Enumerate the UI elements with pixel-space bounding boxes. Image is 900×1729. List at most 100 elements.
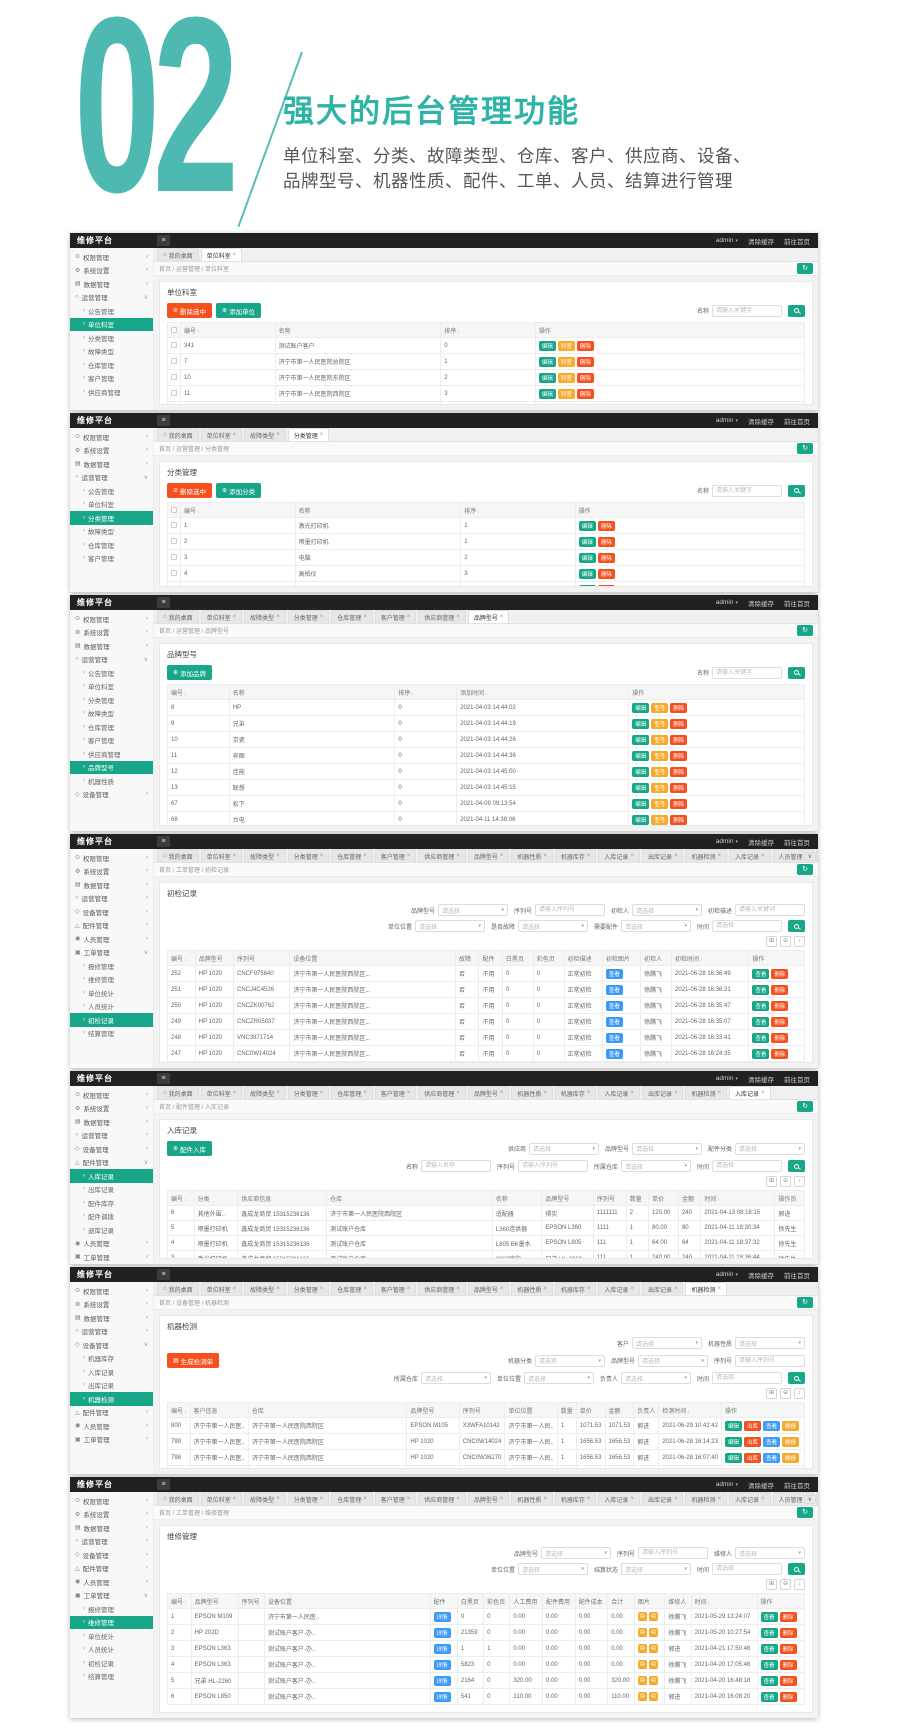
tab-page[interactable]: 仓库管理 × — [331, 610, 373, 623]
delete-button[interactable]: 删除 — [597, 584, 615, 586]
filter-select[interactable]: 请选择 ▾ — [735, 1337, 805, 1349]
sidebar-item[interactable]: ◇ 设备管理 ‹ — [70, 905, 153, 919]
user-menu[interactable]: admin ▾ — [716, 417, 738, 424]
delete-button[interactable]: 删除 — [779, 1691, 797, 1702]
tab-page[interactable]: 故障类型 × — [244, 1086, 286, 1099]
sidebar-item[interactable]: ⊙ 权限管理 ‹ — [70, 250, 153, 264]
hamburger-icon[interactable]: ≡ — [157, 836, 170, 847]
checkbox[interactable] — [171, 538, 177, 545]
tab-page[interactable]: 供应商管理 × — [418, 1492, 466, 1505]
sidebar-item[interactable]: › 报修管理 — [70, 1602, 153, 1616]
repair-button[interactable]: 维修 — [782, 1469, 799, 1470]
close-icon[interactable]: × — [499, 853, 504, 859]
close-icon[interactable]: × — [543, 1090, 547, 1096]
checkbox[interactable] — [171, 522, 177, 529]
sidebar-item[interactable]: ▤ 数据管理 ‹ — [70, 457, 153, 471]
tab-page[interactable]: 客户管理 × — [374, 610, 417, 623]
filter-select[interactable]: 请选择 ▾ — [420, 1372, 491, 1384]
sort-icon[interactable]: ↕ — [687, 1408, 690, 1415]
tab-page[interactable]: 客户管理 × — [374, 1086, 417, 1099]
view-badge[interactable]: 详情 — [433, 1675, 451, 1686]
tab-page[interactable]: 单位科室 × — [200, 1492, 243, 1505]
minus-icon[interactable]: ⊖ — [780, 936, 791, 947]
download-icon[interactable]: ↓ — [794, 1579, 805, 1590]
checkbox[interactable] — [171, 554, 177, 561]
sidebar-item[interactable]: › 单位科室 — [70, 680, 153, 694]
hamburger-icon[interactable]: ≡ — [157, 235, 170, 246]
checkbox[interactable] — [171, 342, 177, 349]
sidebar-item[interactable]: › 公告管理 — [70, 484, 153, 498]
delete-button[interactable]: 删除 — [771, 1048, 789, 1059]
image-button[interactable]: ▤ — [637, 1660, 647, 1669]
close-icon[interactable]: × — [319, 614, 324, 620]
view-badge[interactable]: 详情 — [433, 1659, 451, 1670]
close-icon[interactable]: × — [630, 1286, 634, 1292]
edit-button[interactable]: 编辑 — [578, 568, 596, 579]
sidebar-item[interactable]: › 初检记录 — [70, 1656, 153, 1670]
filter-input[interactable] — [534, 904, 605, 916]
sidebar-item[interactable]: › 机器检测 — [70, 1392, 153, 1406]
filter-input[interactable] — [420, 1160, 491, 1172]
close-icon[interactable]: × — [363, 853, 367, 859]
close-icon[interactable]: × — [276, 1090, 280, 1096]
add-category-button[interactable]: ⊕ 添加分类 — [216, 483, 262, 498]
sidebar-item[interactable]: ▤ 数据管理 ‹ — [70, 1115, 153, 1129]
delete-button[interactable]: 删除 — [670, 750, 688, 761]
tab-desktop[interactable]: ⌂ 我的桌面 — [157, 1282, 199, 1295]
delete-button[interactable]: 删除 — [577, 405, 594, 406]
edit-button[interactable]: 编辑 — [724, 1420, 742, 1431]
close-icon[interactable]: × — [319, 1496, 324, 1502]
generate-inspection-button[interactable]: ▤ 生成检测单 — [167, 1353, 220, 1368]
search-button[interactable] — [788, 1563, 805, 1575]
delete-button[interactable]: 删除 — [771, 968, 789, 979]
tab-page[interactable]: 出库记录 × — [641, 1492, 684, 1505]
tab-page[interactable]: 供应商管理 × — [418, 610, 466, 623]
user-menu[interactable]: admin ▾ — [716, 1075, 738, 1082]
sidebar-item[interactable]: › 供应商管理 — [70, 747, 153, 761]
go-home-link[interactable]: 前往首页 — [784, 1076, 810, 1084]
sidebar-item[interactable]: › 单位统计 — [70, 986, 153, 1000]
go-home-link[interactable]: 前往首页 — [784, 1482, 810, 1490]
close-icon[interactable]: × — [673, 1496, 678, 1502]
tab-page[interactable]: 机器性质 × — [511, 1492, 553, 1505]
edit-button[interactable]: 编辑 — [632, 734, 650, 745]
tab-page[interactable]: 机器库存 × — [554, 849, 597, 862]
close-icon[interactable]: × — [456, 614, 460, 620]
minus-icon[interactable]: ⊖ — [780, 1176, 791, 1187]
delete-button[interactable]: 删除 — [779, 1643, 797, 1654]
edit-button[interactable]: 编辑 — [539, 405, 556, 406]
image-button[interactable]: ▤ — [648, 1692, 658, 1701]
edit-button[interactable]: 编辑 — [724, 1436, 742, 1447]
tab-page[interactable]: 机器库存 × — [554, 1492, 597, 1505]
tab-page[interactable]: 机器检测 × — [685, 1086, 728, 1099]
close-icon[interactable]: × — [630, 1496, 634, 1502]
close-icon[interactable]: × — [586, 853, 591, 859]
filter-select[interactable]: 请选择 ▾ — [620, 1372, 691, 1384]
edit-button[interactable]: 编辑 — [578, 584, 596, 586]
tab-page[interactable]: 供应商管理 × — [418, 1282, 466, 1295]
sidebar-item[interactable]: ⚙ 系统设置 ‹ — [70, 1102, 153, 1116]
sidebar-item[interactable]: △ 配件管理 ‹ — [70, 1406, 153, 1420]
sidebar-item[interactable]: ◇ 设备管理 ∨ — [70, 1338, 153, 1352]
tab-page[interactable]: 供应商管理 × — [418, 1086, 466, 1099]
edit-button[interactable]: 编辑 — [632, 766, 650, 777]
tab-page[interactable]: 出库记录 × — [641, 849, 684, 862]
tab-page[interactable]: 分类管理 × — [287, 1492, 330, 1505]
search-button[interactable] — [788, 484, 805, 497]
tab-page[interactable]: 品牌型号 × — [467, 610, 510, 623]
filter-input[interactable] — [735, 1354, 805, 1367]
delete-button[interactable]: 删除 — [597, 520, 615, 531]
refresh-button[interactable]: ↻ — [797, 625, 813, 636]
sidebar-item[interactable]: ⊙ 权限管理 ‹ — [70, 430, 153, 444]
tab-page[interactable]: 故障类型 × — [244, 1282, 286, 1295]
checkbox[interactable] — [171, 570, 177, 577]
sidebar-item[interactable]: ⚙ 系统设置 ‹ — [70, 626, 153, 640]
hamburger-icon[interactable]: ≡ — [157, 1479, 170, 1490]
view-button[interactable]: 查看 — [752, 1032, 770, 1043]
tab-page[interactable]: 品牌型号 × — [467, 1282, 510, 1295]
close-icon[interactable]: × — [717, 1090, 722, 1096]
stock-out-button[interactable]: 出库 — [744, 1469, 761, 1470]
filter-select[interactable]: 请选择 ▾ — [620, 920, 691, 932]
sort-icon[interactable]: ↕ — [184, 1599, 187, 1606]
repair-button[interactable]: 维修 — [781, 1452, 799, 1463]
